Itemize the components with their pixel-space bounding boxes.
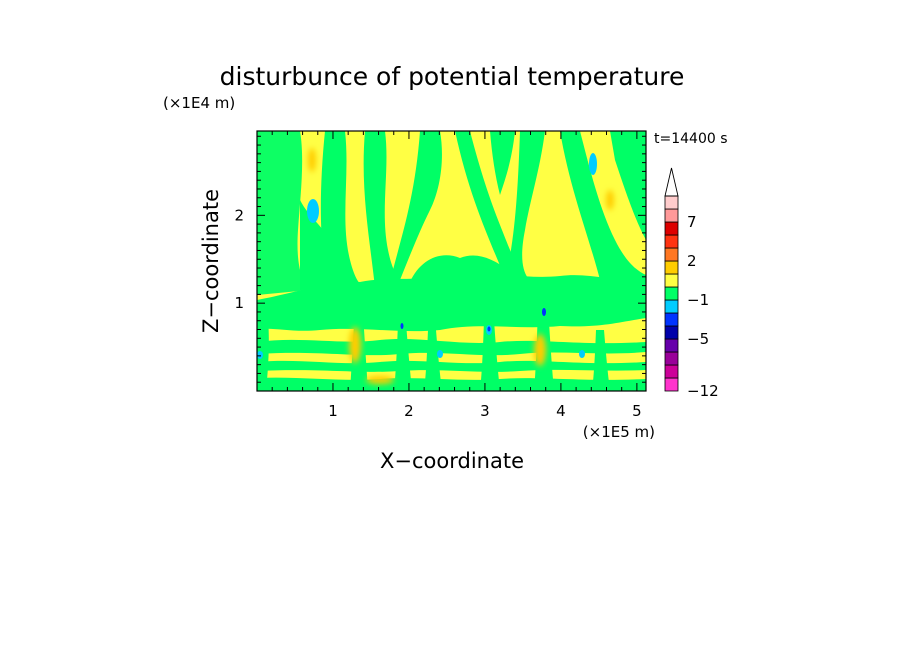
colorbar: 7 2 −1 −5 −12 xyxy=(664,167,719,400)
cool-spot-2 xyxy=(589,153,597,175)
colorbar-swatch xyxy=(664,364,679,379)
colorbar-label: −1 xyxy=(687,291,709,309)
colorbar-extend-arrow xyxy=(664,167,679,197)
y-axis-unit: (×1E4 m) xyxy=(163,94,235,112)
colorbar-swatch xyxy=(664,299,679,314)
center-plume-right xyxy=(455,131,525,278)
colorbar-swatch xyxy=(664,377,679,392)
plot-frame xyxy=(256,130,647,392)
chart-title: disturbunce of potential temperature xyxy=(220,62,685,91)
cool-anomalies xyxy=(257,153,597,359)
y-axis-ticks: 12 xyxy=(234,135,646,392)
warm-spot-5 xyxy=(606,190,614,210)
y-tick-label: 1 xyxy=(234,294,244,312)
center-left-arm xyxy=(363,131,405,288)
x-tick-label: 1 xyxy=(328,402,338,420)
cool-spot-1 xyxy=(307,199,319,223)
colorbar-swatch xyxy=(664,325,679,340)
warm-spot-1 xyxy=(308,148,316,172)
spike-4 xyxy=(480,320,500,391)
colorbar-swatch xyxy=(664,273,679,288)
cool-spot-5 xyxy=(542,308,546,316)
x-tick-label: 2 xyxy=(404,402,414,420)
center-mound xyxy=(410,255,520,282)
colorbar-swatch xyxy=(664,234,679,249)
colorbar-swatch xyxy=(664,260,679,275)
colorbar-swatch xyxy=(664,195,679,210)
cool-spot-9 xyxy=(400,323,404,329)
spike-3 xyxy=(424,330,442,391)
cool-spot-6 xyxy=(437,350,443,358)
upper-center-wedge xyxy=(490,131,515,195)
center-plume-left xyxy=(390,131,442,282)
x-tick-label: 3 xyxy=(480,402,490,420)
right-edge xyxy=(610,131,646,240)
colorbar-swatch xyxy=(664,338,679,353)
colorbar-swatch xyxy=(664,208,679,223)
contour-field xyxy=(257,131,646,391)
x-tick-label: 4 xyxy=(556,402,566,420)
colorbar-label: −5 xyxy=(687,330,709,348)
spike-2 xyxy=(394,322,412,391)
cool-spot-4 xyxy=(487,326,491,332)
spike-6 xyxy=(592,330,610,391)
time-label: t=14400 s xyxy=(654,131,728,147)
y-tick-label: 2 xyxy=(234,206,244,224)
right-arm-1 xyxy=(505,131,545,280)
cool-spot-8 xyxy=(257,351,263,359)
colorbar-label: −12 xyxy=(687,382,719,400)
negative-region-green xyxy=(257,131,646,391)
colorbar-swatch xyxy=(664,351,679,366)
colorbar-swatch xyxy=(664,247,679,262)
x-axis-ticks: 1 2 3 4 5 xyxy=(256,131,642,420)
colorbar-label: 2 xyxy=(687,252,697,270)
colorbar-swatch xyxy=(664,312,679,327)
warm-anomalies xyxy=(308,148,614,384)
cool-spot-7 xyxy=(579,350,585,358)
colorbar-swatch xyxy=(664,286,679,301)
x-axis-unit: (×1E5 m) xyxy=(583,423,655,441)
y-axis-label: Z−coordinate xyxy=(199,189,223,333)
x-tick-label: 5 xyxy=(632,402,642,420)
warm-spot-4 xyxy=(366,376,394,384)
warm-spot-3 xyxy=(534,334,546,366)
right-arm-2 xyxy=(560,131,646,282)
colorbar-label: 7 xyxy=(687,213,697,231)
left-tongue-1 xyxy=(257,131,310,295)
x-axis-label: X−coordinate xyxy=(380,449,524,473)
colorbar-swatch xyxy=(664,221,679,236)
warm-spot-2 xyxy=(349,327,361,363)
